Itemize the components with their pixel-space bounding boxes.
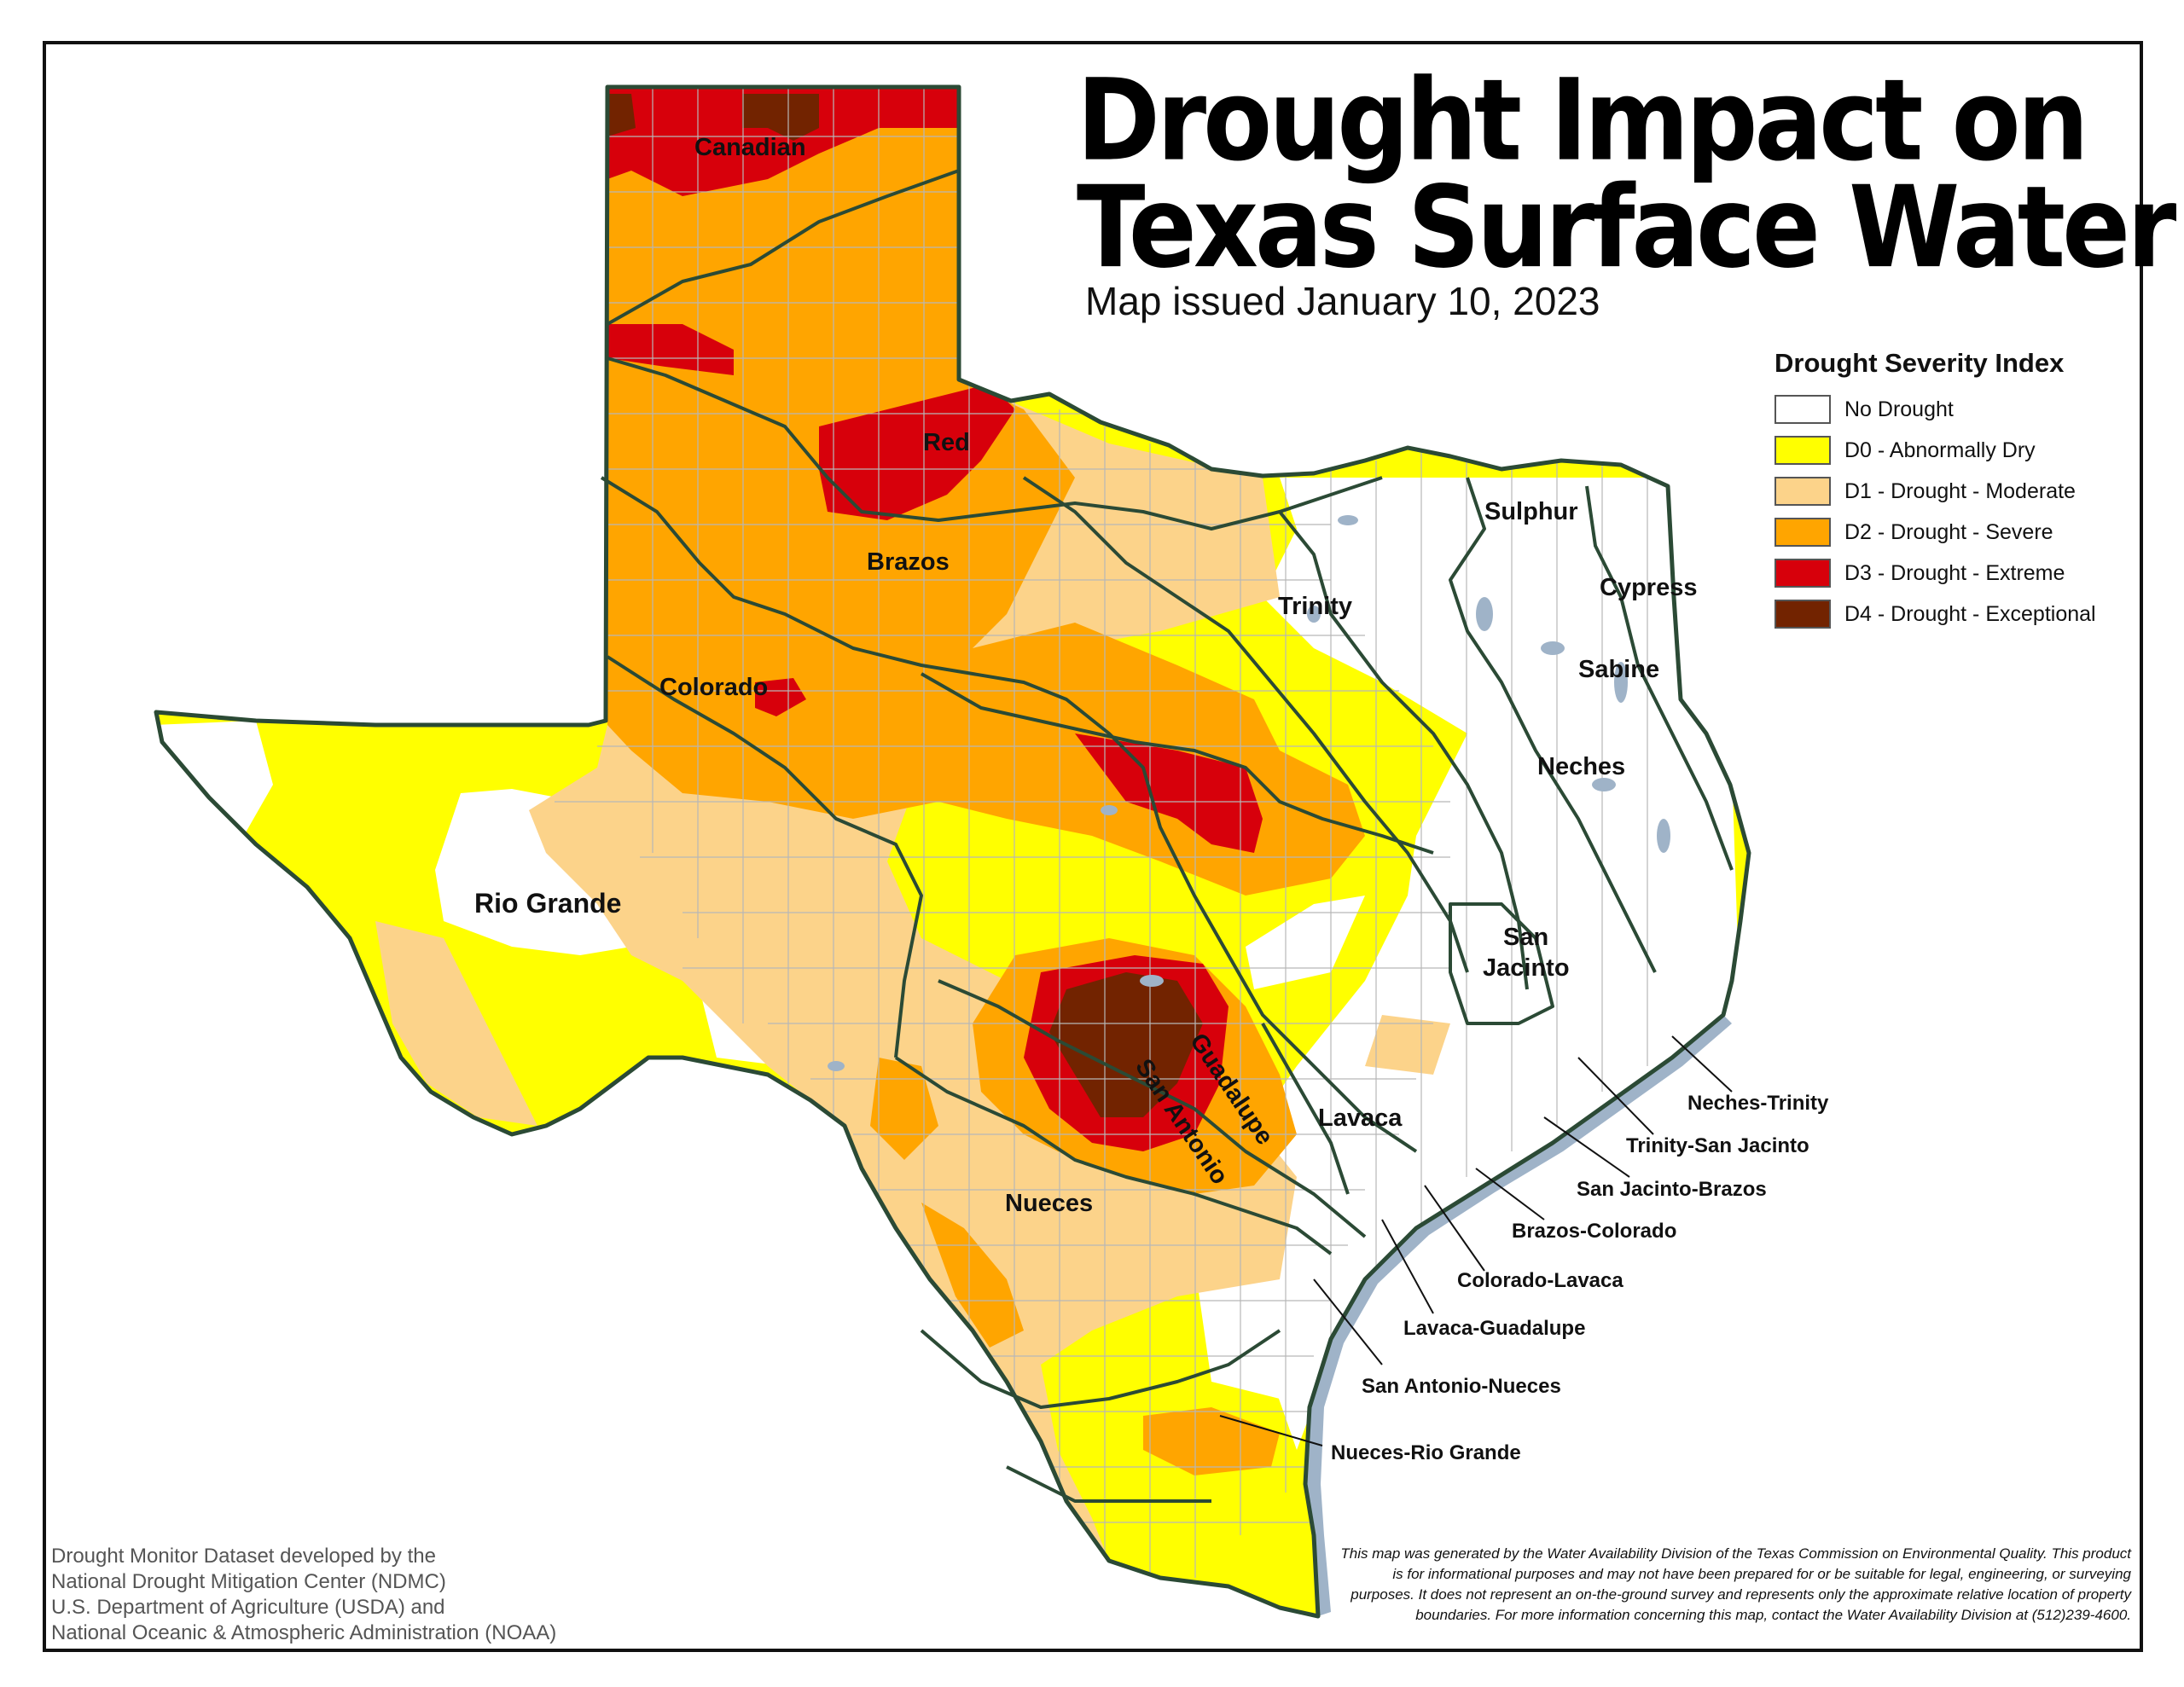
basin-label-nueces: Nueces	[1005, 1190, 1093, 1217]
legend-label: D3 - Drought - Extreme	[1844, 560, 2065, 585]
basin-label-trinity: Trinity	[1278, 593, 1352, 620]
credit-line: National Drought Mitigation Center (NDMC…	[51, 1570, 446, 1593]
basin-label-rio-grande: Rio Grande	[474, 888, 621, 919]
basin-label-red: Red	[923, 429, 970, 456]
basin-label-cypress: Cypress	[1600, 574, 1697, 601]
credit-line: National Oceanic & Atmospheric Administr…	[51, 1621, 557, 1644]
map-title: Drought Impact on Texas Surface Water	[1077, 54, 2176, 293]
coastal-label-colorado-lavaca: Colorado-Lavaca	[1457, 1269, 1623, 1292]
legend-item-d0: D0 - Abnormally Dry	[1774, 430, 2096, 471]
legend-item-d3: D3 - Drought - Extreme	[1774, 553, 2096, 594]
texas-outline	[154, 84, 1751, 1619]
coastal-label-trinity-san-jacinto: Trinity-San Jacinto	[1626, 1134, 1809, 1157]
coastal-label-san-jacinto-brazos: San Jacinto-Brazos	[1577, 1178, 1767, 1201]
credit-line: Drought Monitor Dataset developed by the	[51, 1545, 436, 1568]
coastal-label-san-antonio-nueces: San Antonio-Nueces	[1362, 1375, 1561, 1398]
legend: Drought Severity Index No Drought D0 - A…	[1774, 348, 2096, 635]
legend-swatch	[1774, 518, 1831, 547]
legend-label: No Drought	[1844, 397, 1954, 421]
map-title-line1: Drought Impact on	[1077, 54, 2089, 186]
disclaimer: This map was generated by the Water Avai…	[1340, 1545, 2131, 1623]
basin-label-sabine: Sabine	[1578, 656, 1659, 683]
legend-label: D1 - Drought - Moderate	[1844, 478, 2076, 503]
coastal-label-lavaca-guadalupe: Lavaca-Guadalupe	[1403, 1317, 1585, 1340]
map-title-line2: Texas Surface Water	[1077, 160, 2176, 293]
basin-label-colorado: Colorado	[659, 674, 768, 701]
legend-item-d4: D4 - Drought - Exceptional	[1774, 594, 2096, 635]
legend-label: D2 - Drought - Severe	[1844, 519, 2053, 544]
reservoirs	[828, 515, 1670, 1071]
basin-label-lavaca: Lavaca	[1318, 1104, 1403, 1132]
legend-swatch	[1774, 436, 1831, 465]
credit-line: U.S. Department of Agriculture (USDA) an…	[51, 1596, 445, 1619]
map-issued-date: Map issued January 10, 2023	[1085, 279, 1600, 323]
coastal-label-brazos-colorado: Brazos-Colorado	[1512, 1220, 1676, 1243]
basin-label-neches: Neches	[1537, 753, 1625, 780]
legend-swatch	[1774, 559, 1831, 588]
legend-label: D0 - Abnormally Dry	[1844, 438, 2036, 462]
basin-label-sulphur: Sulphur	[1484, 498, 1578, 525]
legend-item-d2: D2 - Drought - Severe	[1774, 512, 2096, 553]
basin-boundaries	[600, 169, 1734, 1503]
basin-label-brazos: Brazos	[867, 548, 950, 576]
legend-item-no-drought: No Drought	[1774, 389, 2096, 430]
coastal-leader-lines	[1219, 1035, 1733, 1446]
coastal-label-neches-trinity: Neches-Trinity	[1687, 1092, 1829, 1115]
legend-label: D4 - Drought - Exceptional	[1844, 601, 2096, 626]
county-grid	[555, 87, 1648, 1578]
legend-swatch	[1774, 600, 1831, 629]
legend-item-d1: D1 - Drought - Moderate	[1774, 471, 2096, 512]
basin-label-canadian: Canadian	[694, 134, 806, 161]
legend-title: Drought Severity Index	[1774, 348, 2065, 378]
legend-swatch	[1774, 477, 1831, 506]
data-credit: Drought Monitor Dataset developed by the…	[51, 1544, 556, 1646]
basin-label-san-jacinto-line1: San	[1503, 924, 1548, 951]
coastal-label-nueces-rio-grande: Nueces-Rio Grande	[1331, 1441, 1521, 1464]
legend-swatch	[1774, 395, 1831, 424]
basin-label-san-jacinto-line2: Jacinto	[1483, 954, 1570, 982]
